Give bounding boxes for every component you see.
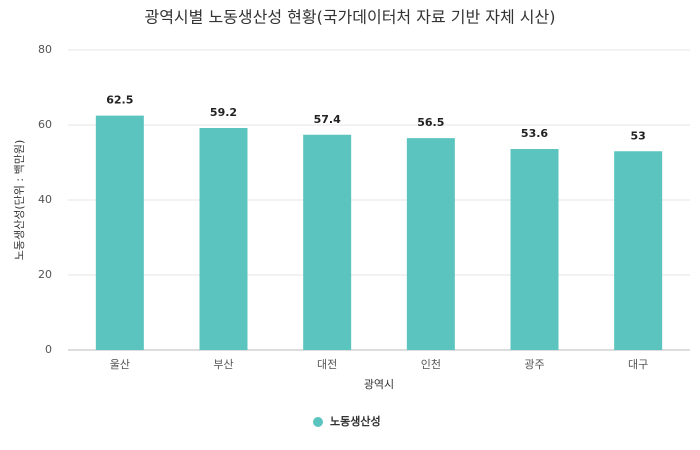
y-tick-label: 20 xyxy=(38,268,52,281)
x-tick-label: 부산 xyxy=(213,358,233,371)
x-tick-label: 대구 xyxy=(628,358,648,371)
x-tick-label: 광주 xyxy=(524,358,544,371)
bar xyxy=(510,149,559,350)
y-axis-label: 노동생산성(단위 : 백만원) xyxy=(13,140,26,260)
legend-marker xyxy=(313,417,323,427)
y-tick-label: 40 xyxy=(38,193,52,206)
chart-title: 광역시별 노동생산성 현황(국가데이터처 자료 기반 자체 시산) xyxy=(144,8,555,27)
x-tick-label: 인천 xyxy=(421,357,441,371)
bar xyxy=(303,134,352,350)
x-tick-label: 대전 xyxy=(317,358,337,371)
data-label: 53 xyxy=(631,129,646,142)
data-label: 62.5 xyxy=(106,94,133,107)
bar xyxy=(95,115,144,350)
x-tick-label: 울산 xyxy=(110,358,130,371)
data-label: 56.5 xyxy=(417,116,444,129)
y-tick-label: 0 xyxy=(45,343,52,356)
data-label: 53.6 xyxy=(521,127,548,140)
bar xyxy=(406,138,455,350)
y-tick-label: 80 xyxy=(38,43,52,56)
bar xyxy=(199,128,248,350)
data-label: 57.4 xyxy=(314,113,341,126)
data-label: 59.2 xyxy=(210,106,237,119)
bar xyxy=(614,151,663,350)
legend-label: 노동생산성 xyxy=(330,414,381,428)
y-tick-label: 60 xyxy=(38,118,52,131)
x-axis-label: 광역시 xyxy=(364,378,394,391)
